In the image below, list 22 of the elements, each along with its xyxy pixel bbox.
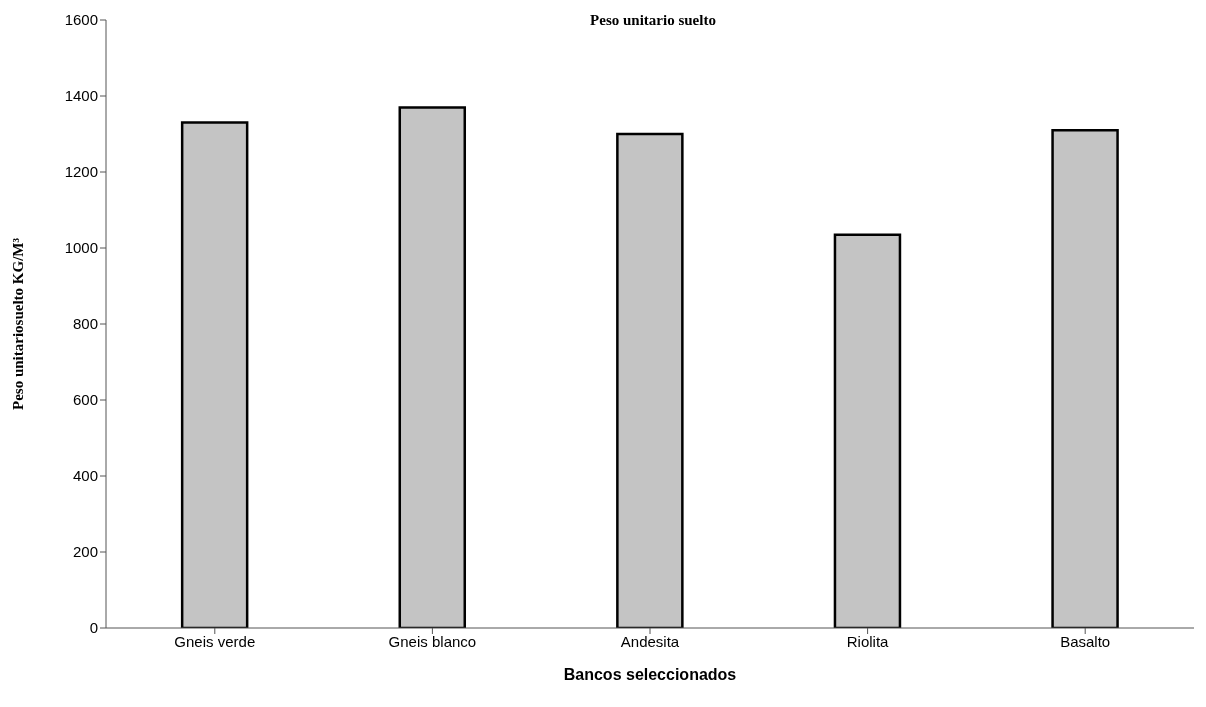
bar: [398, 106, 467, 628]
y-tick-label: 1200: [64, 163, 98, 181]
y-tick-label: 800: [72, 315, 98, 333]
x-tick-label: Gneis blanco: [388, 632, 477, 650]
bar: [1051, 128, 1119, 628]
x-axis-title: Bancos seleccionados: [563, 666, 737, 683]
y-tick-label: 200: [72, 543, 98, 561]
y-tick-label: 1400: [64, 87, 98, 105]
y-tick-label: 1600: [64, 11, 98, 29]
x-tick-label: Basalto: [1060, 632, 1111, 650]
y-tick-label: 400: [72, 467, 98, 485]
bar: [616, 132, 684, 628]
y-tick-label: 600: [72, 391, 98, 409]
x-tick-label: Gneis verde: [174, 632, 256, 650]
y-tick-label: 1000: [64, 239, 98, 257]
x-tick-label: Riolita: [846, 632, 890, 650]
y-axis-title: Peso unitariosuelto KG/M³: [10, 237, 27, 410]
x-tick-label: Andesita: [620, 632, 680, 650]
bar: [833, 233, 902, 628]
y-tick-label: 0: [89, 619, 98, 637]
bar: [180, 121, 249, 628]
chart-title: Peso unitario suelto: [590, 12, 716, 28]
